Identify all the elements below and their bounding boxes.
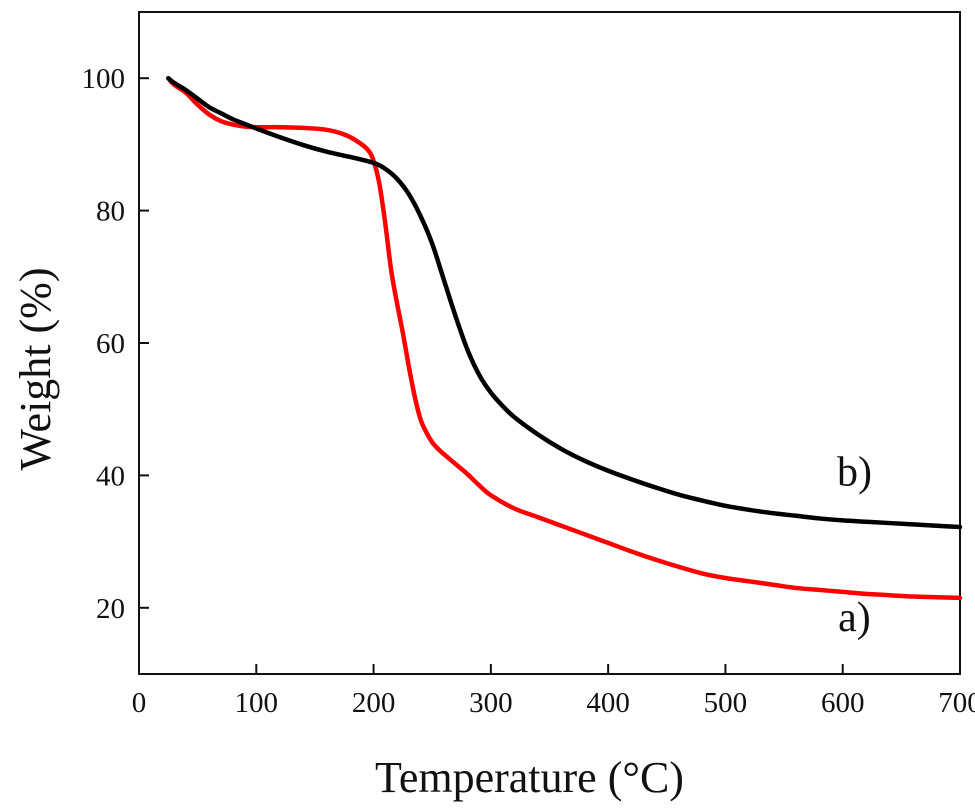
y-tick-label: 80 [96,196,125,228]
series-line-b [166,75,963,530]
series-label-a: a) [838,595,871,641]
x-tick-label: 0 [132,687,147,719]
plot-area [166,75,963,601]
axes: 0 100 200 300 400 500 600 700 20 40 60 80 100 [82,11,975,719]
y-tick-label: 60 [96,328,125,360]
y-tick-label: 20 [96,593,125,625]
x-tick-label: 300 [469,687,513,719]
x-tick-label: 500 [704,687,748,719]
series-line-a [166,75,963,601]
axes-frame [138,11,961,675]
y-tick-label: 40 [96,460,125,492]
x-tick-label: 400 [586,687,630,719]
x-tick-label: 200 [352,687,396,719]
x-axis-title: Temperature (°C) [375,753,684,802]
x-tick-label: 100 [235,687,279,719]
y-axis-title: Weight (%) [11,268,60,471]
x-tick-label: 600 [821,687,865,719]
labels: Temperature (°C) Weight (%) a) b) [11,268,872,802]
x-tick-label: 700 [938,687,975,719]
series-label-b: b) [837,449,872,495]
y-tick-label: 100 [82,63,126,95]
